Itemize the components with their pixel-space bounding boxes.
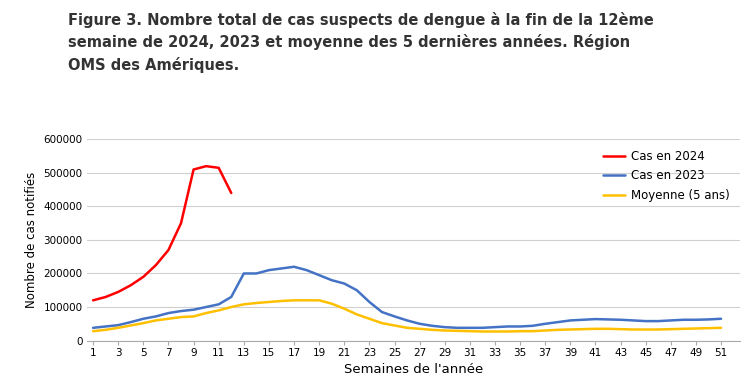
Moyenne (5 ans) <box>302 298 311 303</box>
Line: Moyenne (5 ans): Moyenne (5 ans) <box>93 300 721 332</box>
Y-axis label: Nombre de cas notifiés: Nombre de cas notifiés <box>25 172 38 308</box>
Moyenne (5 ans) <box>226 305 236 309</box>
Legend: Cas en 2024, Cas en 2023, Moyenne (5 ans): Cas en 2024, Cas en 2023, Moyenne (5 ans… <box>599 145 734 207</box>
Cas en 2023 <box>277 266 286 271</box>
Cas en 2023 <box>516 324 525 329</box>
Text: Figure 3. Nombre total de cas suspects de dengue à la fin de la 12ème
semaine de: Figure 3. Nombre total de cas suspects d… <box>68 12 654 73</box>
Moyenne (5 ans) <box>704 326 713 330</box>
Cas en 2023 <box>302 268 311 272</box>
X-axis label: Semaines de l'année: Semaines de l'année <box>344 363 483 376</box>
Cas en 2024 <box>114 289 123 294</box>
Cas en 2023 <box>553 320 562 324</box>
Cas en 2024 <box>88 298 97 303</box>
Cas en 2024 <box>164 248 173 252</box>
Moyenne (5 ans) <box>716 325 726 330</box>
Moyenne (5 ans) <box>478 329 487 334</box>
Cas en 2023 <box>226 295 236 299</box>
Moyenne (5 ans) <box>528 329 538 334</box>
Line: Cas en 2024: Cas en 2024 <box>93 166 231 300</box>
Cas en 2024 <box>126 283 135 288</box>
Cas en 2023 <box>716 317 726 321</box>
Cas en 2024 <box>101 295 110 299</box>
Cas en 2024 <box>214 166 223 170</box>
Cas en 2023 <box>88 325 97 330</box>
Cas en 2023 <box>289 264 298 269</box>
Line: Cas en 2023: Cas en 2023 <box>93 267 721 328</box>
Cas en 2024 <box>139 274 148 279</box>
Cas en 2024 <box>189 167 198 172</box>
Moyenne (5 ans) <box>277 299 286 303</box>
Moyenne (5 ans) <box>289 298 298 303</box>
Moyenne (5 ans) <box>565 327 575 332</box>
Cas en 2024 <box>202 164 211 168</box>
Cas en 2024 <box>151 263 160 267</box>
Cas en 2024 <box>226 191 236 195</box>
Moyenne (5 ans) <box>88 329 97 334</box>
Cas en 2024 <box>177 221 186 226</box>
Cas en 2023 <box>704 317 713 322</box>
